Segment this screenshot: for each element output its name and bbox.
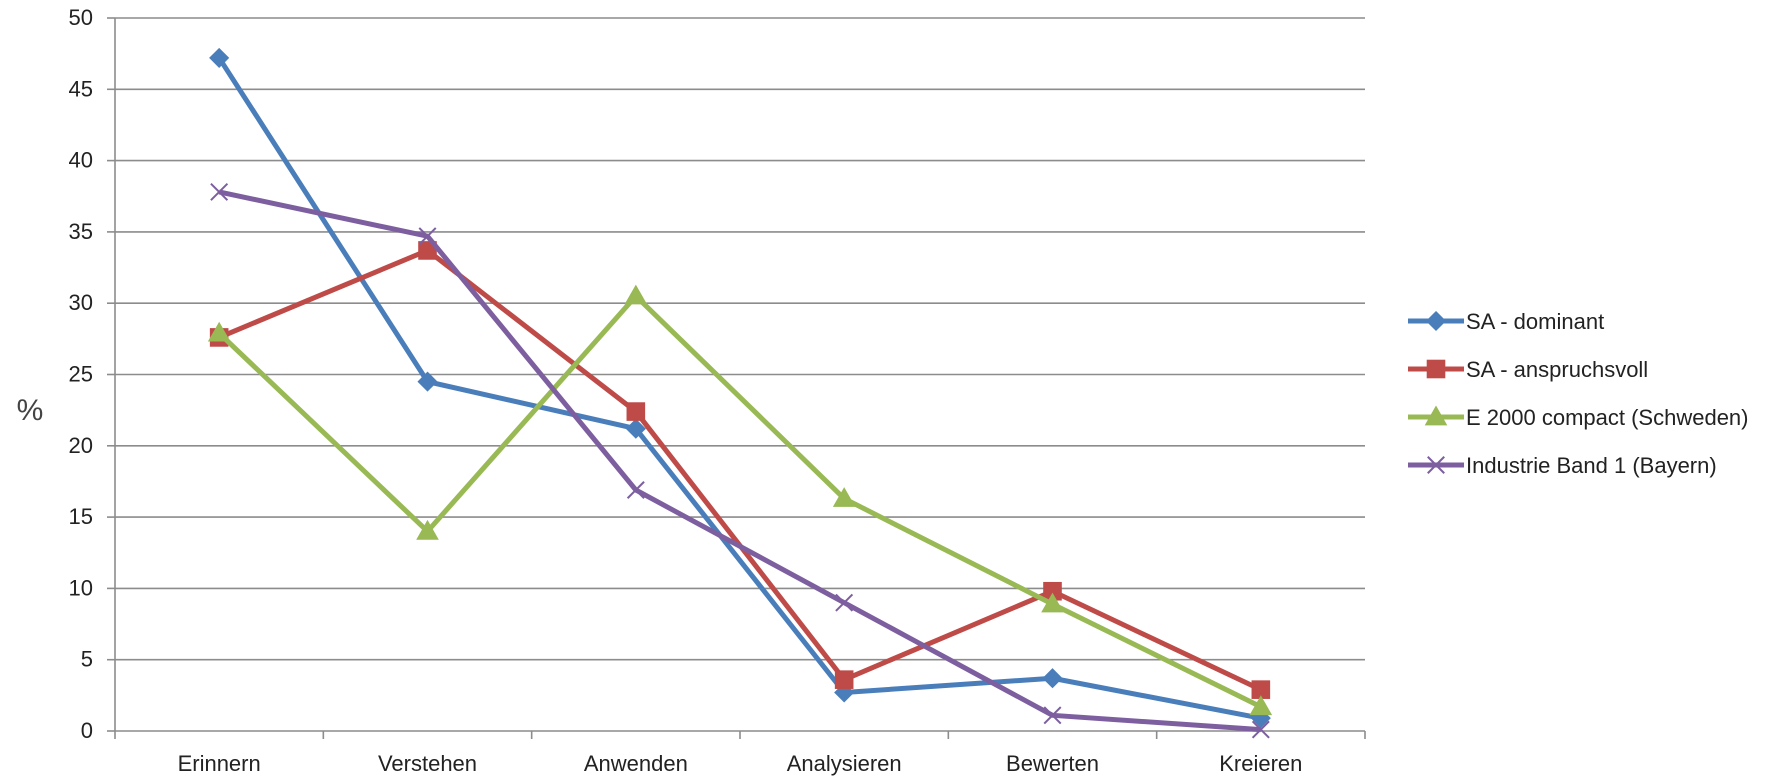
axis-layer: 0 5 10 15 20 25 30 35 40 45 50 Erinnern Verstehen Anw… <box>69 5 1366 776</box>
data-point-3-3 <box>624 284 648 305</box>
legend: SA - dominant SA - anspruchsvoll E 2000 co… <box>1408 309 1749 478</box>
series-1 <box>209 47 1271 729</box>
y-tick-label-35: 35 <box>69 219 93 244</box>
y-tick-label-45: 45 <box>69 76 93 101</box>
data-point-1-5 <box>1042 668 1063 689</box>
legend-label-2: SA - anspruchsvoll <box>1466 357 1648 382</box>
series-3 <box>207 284 1273 716</box>
series-layer <box>207 47 1273 739</box>
data-point-4-3 <box>626 481 645 499</box>
x-tick-label-kreieren: Kreieren <box>1219 751 1302 776</box>
y-tick-label-40: 40 <box>69 148 93 173</box>
x-tick-label-anwenden: Anwenden <box>584 751 688 776</box>
data-point-4-4 <box>835 593 854 612</box>
y-tick-label-15: 15 <box>69 504 93 529</box>
x-tick-label-verstehen: Verstehen <box>378 751 477 776</box>
series-4 <box>210 183 1270 739</box>
data-point-3-6 <box>1249 695 1273 716</box>
y-tick-label-5: 5 <box>81 647 93 672</box>
legend-label-3: E 2000 compact (Schweden) <box>1466 405 1749 430</box>
series-2 <box>209 241 1271 699</box>
y-axis-label: % <box>17 394 44 427</box>
data-point-1-2 <box>417 371 438 392</box>
data-point-2-4 <box>834 670 854 689</box>
y-tick-label-50: 50 <box>69 5 93 30</box>
legend-marker-2 <box>1426 359 1446 379</box>
data-point-1-1 <box>209 47 230 68</box>
data-point-3-1 <box>207 321 231 342</box>
x-tick-label-analysieren: Analysieren <box>787 751 902 776</box>
legend-label-4: Industrie Band 1 (Bayern) <box>1466 453 1717 478</box>
legend-item-4: Industrie Band 1 (Bayern) <box>1408 453 1717 478</box>
legend-item-2: SA - anspruchsvoll <box>1408 357 1648 382</box>
grid-layer <box>115 17 1365 661</box>
series-line-2 <box>218 247 1262 692</box>
legend-marker-3 <box>1424 405 1448 426</box>
x-tick-label-bewerten: Bewerten <box>1006 751 1099 776</box>
y-tick-label-0: 0 <box>81 718 93 743</box>
y-tick-label-25: 25 <box>69 362 93 387</box>
series-line-4 <box>218 189 1262 733</box>
y-tick-label-30: 30 <box>69 290 93 315</box>
legend-marker-4 <box>1427 456 1445 474</box>
data-point-1-3 <box>625 418 646 439</box>
data-point-4-1 <box>210 183 229 201</box>
series-line-1 <box>217 56 1262 721</box>
data-point-4-6 <box>1251 720 1270 739</box>
legend-item-3: E 2000 compact (Schweden) <box>1408 405 1749 430</box>
data-point-3-5 <box>1041 592 1064 613</box>
y-tick-label-10: 10 <box>69 575 93 600</box>
legend-item-1: SA - dominant <box>1408 309 1604 334</box>
series-line-3 <box>217 293 1262 710</box>
legend-label-1: SA - dominant <box>1466 309 1604 334</box>
data-point-3-4 <box>832 487 856 507</box>
legend-marker-1 <box>1425 310 1447 332</box>
y-tick-label-20: 20 <box>69 433 93 458</box>
data-point-2-3 <box>626 402 646 421</box>
data-point-3-2 <box>416 519 439 540</box>
data-point-4-5 <box>1043 706 1062 725</box>
data-point-4-2 <box>418 227 437 246</box>
x-tick-label-erinnern: Erinnern <box>178 751 261 776</box>
